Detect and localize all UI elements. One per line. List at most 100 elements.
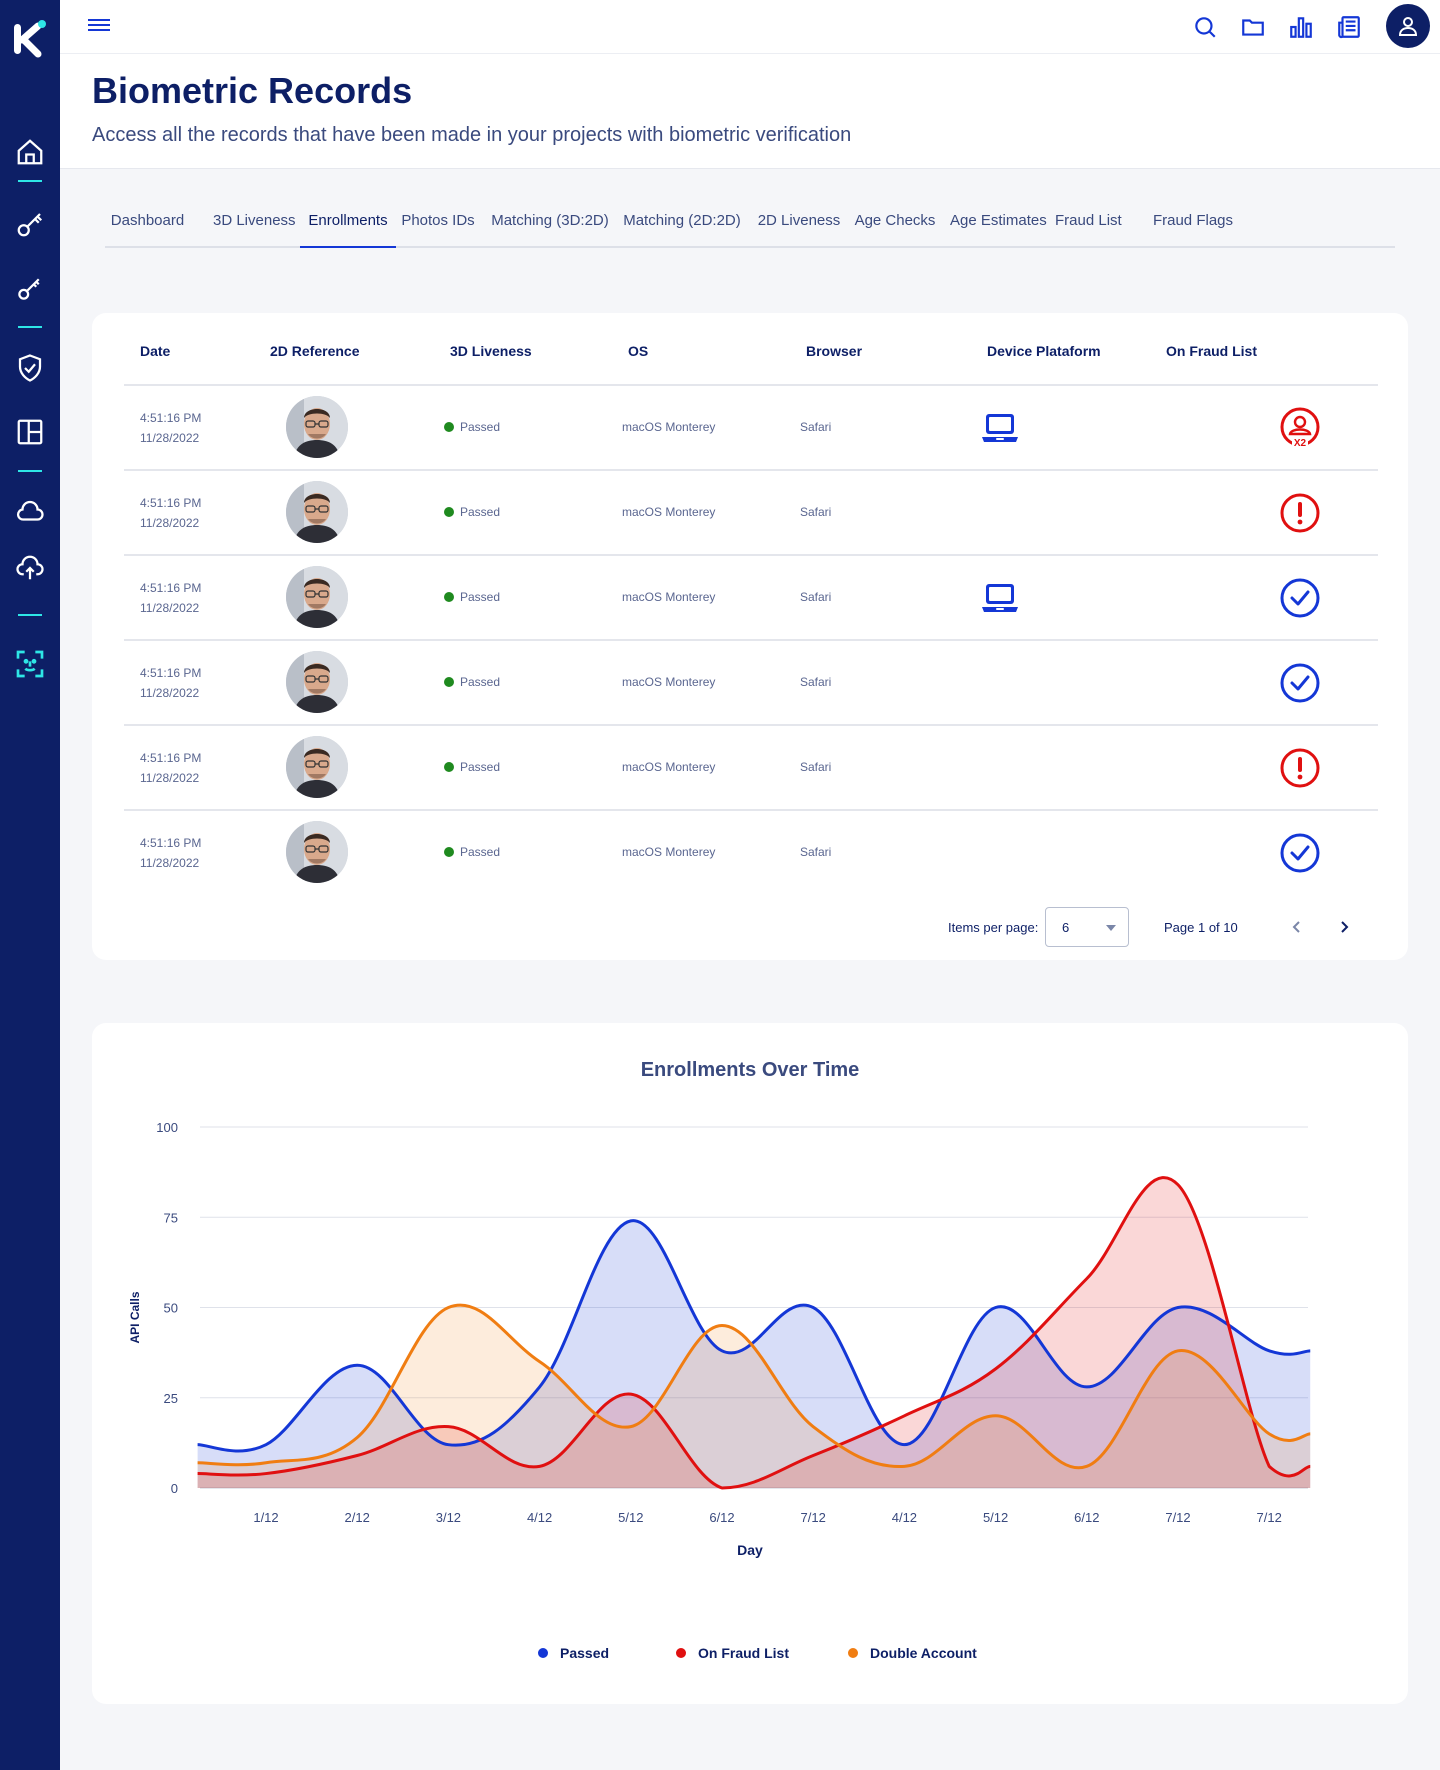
table-row[interactable]: 4:51:16 PM 11/28/2022 Passed macOS Monterey… <box>124 809 1378 894</box>
table-row[interactable]: 4:51:16 PM 11/28/2022 Passed macOS Monterey… <box>124 384 1378 469</box>
alert-icon[interactable] <box>1278 746 1322 790</box>
column-header-os[interactable]: OS <box>628 343 649 359</box>
x-tick-label: 5/12 <box>983 1510 1008 1525</box>
page-indicator: Page 1 of 10 <box>1164 920 1238 935</box>
table-row[interactable]: 4:51:16 PM 11/28/2022 Passed macOS Monterey… <box>124 469 1378 554</box>
caret-down-icon <box>1106 925 1116 931</box>
user-avatar-button[interactable] <box>1386 4 1430 48</box>
key-icon[interactable] <box>14 208 46 240</box>
row-browser: Safari <box>800 760 832 774</box>
user-icon <box>1398 17 1418 36</box>
layout-icon[interactable] <box>14 416 46 448</box>
table-row[interactable]: 4:51:16 PM 11/28/2022 Passed macOS Monterey… <box>124 554 1378 639</box>
x-tick-label: 6/12 <box>709 1510 734 1525</box>
menu-icon[interactable] <box>88 16 110 34</box>
reference-photo[interactable] <box>286 396 348 458</box>
x-tick-label: 7/12 <box>801 1510 826 1525</box>
next-page-button[interactable] <box>1330 913 1358 941</box>
y-tick-label: 50 <box>164 1301 178 1316</box>
tab-photos-ids[interactable]: Photos IDs <box>401 212 475 229</box>
alert-icon[interactable] <box>1278 491 1322 535</box>
reference-photo[interactable] <box>286 566 348 628</box>
tab-fraud-list[interactable]: Fraud List <box>1055 212 1122 229</box>
check-icon[interactable] <box>1278 576 1322 620</box>
row-datetime: 4:51:16 PM 11/28/2022 <box>140 748 201 788</box>
reference-photo[interactable] <box>286 736 348 798</box>
row-os: macOS Monterey <box>622 675 716 689</box>
tab-2d-liveness[interactable]: 2D Liveness <box>757 212 841 229</box>
bar-chart-icon[interactable] <box>1286 12 1316 42</box>
series-line-double-account[interactable] <box>197 1303 1311 1470</box>
legend-item-passed[interactable]: Passed <box>538 1645 609 1661</box>
status-dot <box>444 507 454 517</box>
legend-label-passed: Passed <box>560 1645 610 1661</box>
reference-photo[interactable] <box>286 821 348 883</box>
x-tick-label: 1/12 <box>253 1510 278 1525</box>
table-row[interactable]: 4:51:16 PM 11/28/2022 Passed macOS Monterey… <box>124 639 1378 724</box>
tab-age-checks[interactable]: Age Checks <box>854 212 936 229</box>
column-header-device-platform[interactable]: Device Plataform <box>987 343 1101 359</box>
status-label: Passed <box>460 505 501 519</box>
liveness-status: Passed <box>444 760 500 774</box>
tab-dashboard[interactable]: Dashboard <box>110 212 185 229</box>
x-tick-label: 4/12 <box>892 1510 917 1525</box>
legend-dot-on-fraud-list <box>676 1648 686 1658</box>
row-time: 4:51:16 PM <box>140 411 202 425</box>
series-line-passed[interactable] <box>197 1219 1311 1453</box>
items-per-page-select[interactable]: 6 <box>1045 907 1129 947</box>
chevron-right-icon <box>1341 921 1349 933</box>
prev-page-button[interactable] <box>1283 913 1311 941</box>
reference-photo[interactable] <box>286 481 348 543</box>
liveness-status: Passed <box>444 675 500 689</box>
shield-check-icon[interactable] <box>14 352 46 384</box>
status-dot <box>444 422 454 432</box>
search-icon[interactable] <box>1190 12 1220 42</box>
tab-3d-liveness[interactable]: 3D Liveness <box>213 212 296 229</box>
check-icon[interactable] <box>1278 831 1322 875</box>
reference-photo[interactable] <box>286 651 348 713</box>
tab-age-estimates[interactable]: Age Estimates <box>950 212 1047 229</box>
row-browser: Safari <box>800 845 832 859</box>
fraud-user-icon[interactable]: X2 <box>1278 406 1322 450</box>
page-header: Biometric Records Access all the records… <box>60 54 1440 169</box>
legend-item-on-fraud-list[interactable]: On Fraud List <box>676 1645 789 1661</box>
check-icon[interactable] <box>1278 661 1322 705</box>
series-line-on-fraud-list[interactable] <box>197 1176 1311 1490</box>
news-icon[interactable] <box>1334 12 1364 42</box>
row-time: 4:51:16 PM <box>140 666 202 680</box>
face-scan-icon[interactable] <box>14 648 46 680</box>
y-axis-label: API Calls <box>128 1291 142 1343</box>
legend-item-double-account[interactable]: Double Account <box>848 1645 977 1661</box>
key-alt-icon[interactable] <box>14 272 46 304</box>
column-header-date[interactable]: Date <box>140 343 171 359</box>
column-header-browser[interactable]: Browser <box>806 343 863 359</box>
tab-bar: Dashboard 3D Liveness Enrollments Photos ID… <box>105 200 1395 248</box>
liveness-status: Passed <box>444 590 500 604</box>
cloud-upload-icon[interactable] <box>14 552 46 584</box>
cloud-icon[interactable] <box>14 496 46 528</box>
column-header-3d-liveness[interactable]: 3D Liveness <box>450 343 532 359</box>
row-os: macOS Monterey <box>622 420 716 434</box>
status-label: Passed <box>460 420 501 434</box>
folder-icon[interactable] <box>1238 12 1268 42</box>
app-logo-icon[interactable] <box>12 18 48 58</box>
x-tick-label: 5/12 <box>618 1510 643 1525</box>
topbar <box>60 0 1440 54</box>
tab-matching-2d-2d[interactable]: Matching (2D:2D) <box>623 212 741 229</box>
row-browser: Safari <box>800 675 832 689</box>
home-icon[interactable] <box>14 136 46 168</box>
row-datetime: 4:51:16 PM 11/28/2022 <box>140 578 201 618</box>
sidebar-divider <box>18 470 42 472</box>
status-dot <box>444 592 454 602</box>
row-datetime: 4:51:16 PM 11/28/2022 <box>140 493 201 533</box>
column-header-2d-reference[interactable]: 2D Reference <box>270 343 360 359</box>
status-dot <box>444 847 454 857</box>
column-header-on-fraud-list[interactable]: On Fraud List <box>1166 343 1257 359</box>
tab-fraud-flags[interactable]: Fraud Flags <box>1152 212 1234 229</box>
sidebar-divider <box>18 614 42 616</box>
tab-matching-3d-2d[interactable]: Matching (3D:2D) <box>491 212 609 229</box>
tab-enrollments[interactable]: Enrollments <box>300 200 396 248</box>
table-row[interactable]: 4:51:16 PM 11/28/2022 Passed macOS Monterey… <box>124 724 1378 809</box>
y-tick-label: 75 <box>164 1210 178 1225</box>
items-per-page-label: Items per page: <box>948 920 1039 935</box>
